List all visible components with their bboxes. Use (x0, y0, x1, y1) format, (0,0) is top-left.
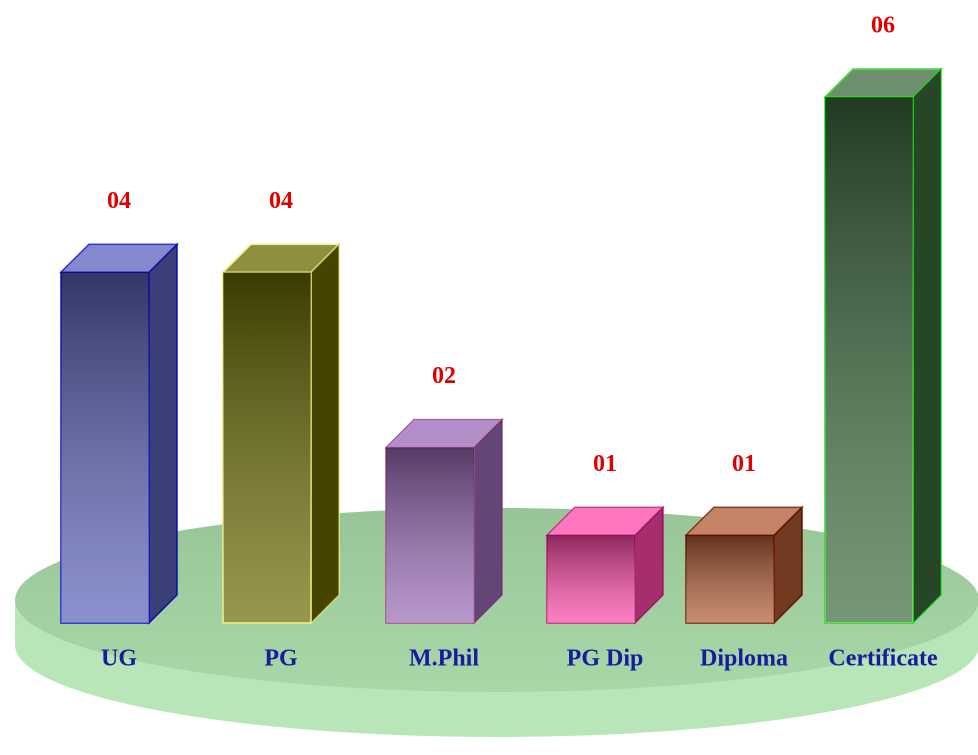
bar (384, 417, 504, 625)
value-label: 06 (871, 13, 895, 39)
value-label: 02 (432, 363, 456, 389)
bar-front-shade (825, 97, 913, 623)
bar-side-shade (311, 244, 339, 624)
value-label: 01 (732, 451, 756, 477)
bar-top-shade (547, 507, 663, 536)
bar-top-shade (223, 244, 339, 273)
bar-front-shade (223, 272, 311, 623)
bar (221, 242, 341, 625)
bar-side-shade (149, 244, 177, 624)
bar-side-shade (635, 507, 663, 623)
category-label: Certificate (828, 646, 938, 672)
bar-top-shade (825, 69, 941, 97)
bar-front-shade (61, 272, 149, 623)
bar-top-shade (61, 244, 177, 273)
bar-side-shade (474, 419, 502, 623)
bar-top-shade (386, 419, 502, 448)
value-label: 04 (269, 188, 293, 214)
bar-front-shade (547, 535, 635, 623)
category-label: PG Dip (567, 646, 644, 672)
bar-front-shade (386, 447, 474, 623)
bar-top-shade (686, 507, 802, 536)
bar (823, 67, 943, 625)
category-label: M.Phil (409, 646, 479, 672)
category-label: UG (101, 646, 137, 672)
bar (545, 505, 665, 625)
bar (684, 505, 804, 625)
bar-side-shade (774, 507, 802, 623)
category-label: Diploma (700, 646, 788, 672)
value-label: 04 (107, 188, 131, 214)
bar-front-shade (686, 535, 774, 623)
value-label: 01 (593, 451, 617, 477)
bar-side-shade (913, 69, 941, 623)
category-label: PG (264, 646, 298, 672)
bar (59, 242, 179, 625)
